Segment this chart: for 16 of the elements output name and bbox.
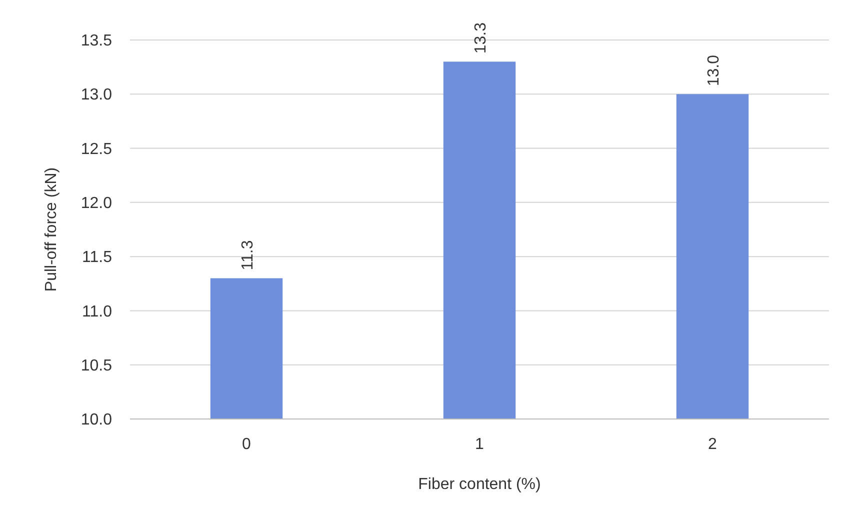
y-tick-label: 10.0 (80, 412, 112, 429)
y-tick-label: 11.5 (82, 249, 112, 266)
data-label: 13.3 (472, 22, 490, 54)
y-tick-label: 12.0 (80, 195, 112, 212)
x-axis-title: Fiber content (%) (418, 476, 541, 493)
data-label: 11.3 (240, 240, 256, 270)
y-tick-label: 10.5 (80, 357, 112, 374)
y-axis-title: Pull-off force (kN) (43, 167, 60, 292)
x-tick-label: 2 (708, 436, 718, 453)
y-tick-label: 13.5 (80, 32, 112, 50)
data-label: 13.0 (706, 54, 722, 86)
x-tick-label: 1 (475, 436, 484, 453)
y-tick-label: 13.0 (80, 86, 112, 104)
x-tick-label: 0 (242, 436, 252, 453)
y-tick-label: 11.0 (82, 303, 112, 320)
y-tick-label: 12.5 (80, 140, 112, 158)
